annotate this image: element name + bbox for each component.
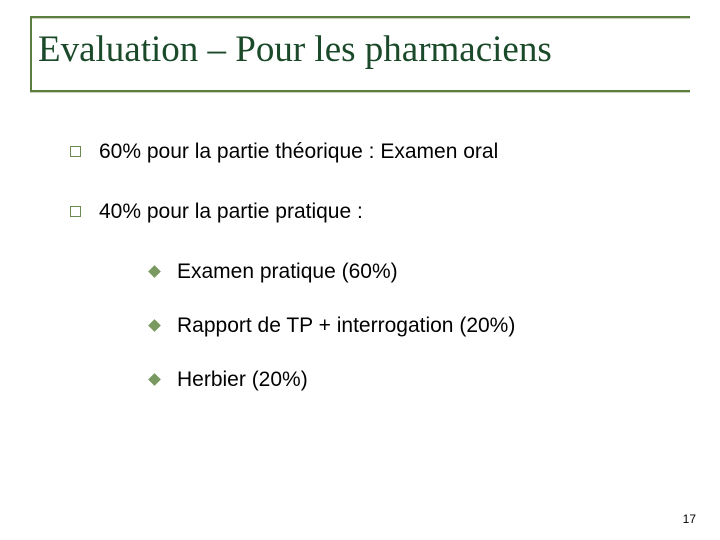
list-item: 40% pour la partie pratique :: [70, 200, 680, 224]
title-frame-bottom: [30, 90, 690, 92]
sublist-item-text: Examen pratique (60%): [177, 260, 398, 284]
diamond-bullet-icon: [148, 265, 161, 278]
slide-body: 60% pour la partie théorique : Examen or…: [70, 140, 680, 422]
title-frame-left: [30, 16, 32, 92]
sublist: Examen pratique (60%) Rapport de TP + in…: [150, 260, 680, 392]
diamond-bullet-icon: [148, 319, 161, 332]
title-frame-top: [30, 16, 690, 18]
sublist-item: Examen pratique (60%): [150, 260, 680, 284]
slide-title: Evaluation – Pour les pharmaciens: [38, 28, 552, 71]
slide: Evaluation – Pour les pharmaciens 60% po…: [0, 0, 720, 540]
sublist-item-text: Herbier (20%): [177, 368, 308, 392]
sublist-item: Herbier (20%): [150, 368, 680, 392]
sublist-item-text: Rapport de TP + interrogation (20%): [177, 314, 515, 338]
sublist-item: Rapport de TP + interrogation (20%): [150, 314, 680, 338]
page-number: 17: [683, 512, 696, 526]
square-bullet-icon: [70, 146, 81, 157]
list-item: 60% pour la partie théorique : Examen or…: [70, 140, 680, 164]
square-bullet-icon: [70, 206, 81, 217]
list-item-text: 40% pour la partie pratique :: [99, 200, 363, 224]
list-item-text: 60% pour la partie théorique : Examen or…: [99, 140, 498, 164]
diamond-bullet-icon: [148, 373, 161, 386]
